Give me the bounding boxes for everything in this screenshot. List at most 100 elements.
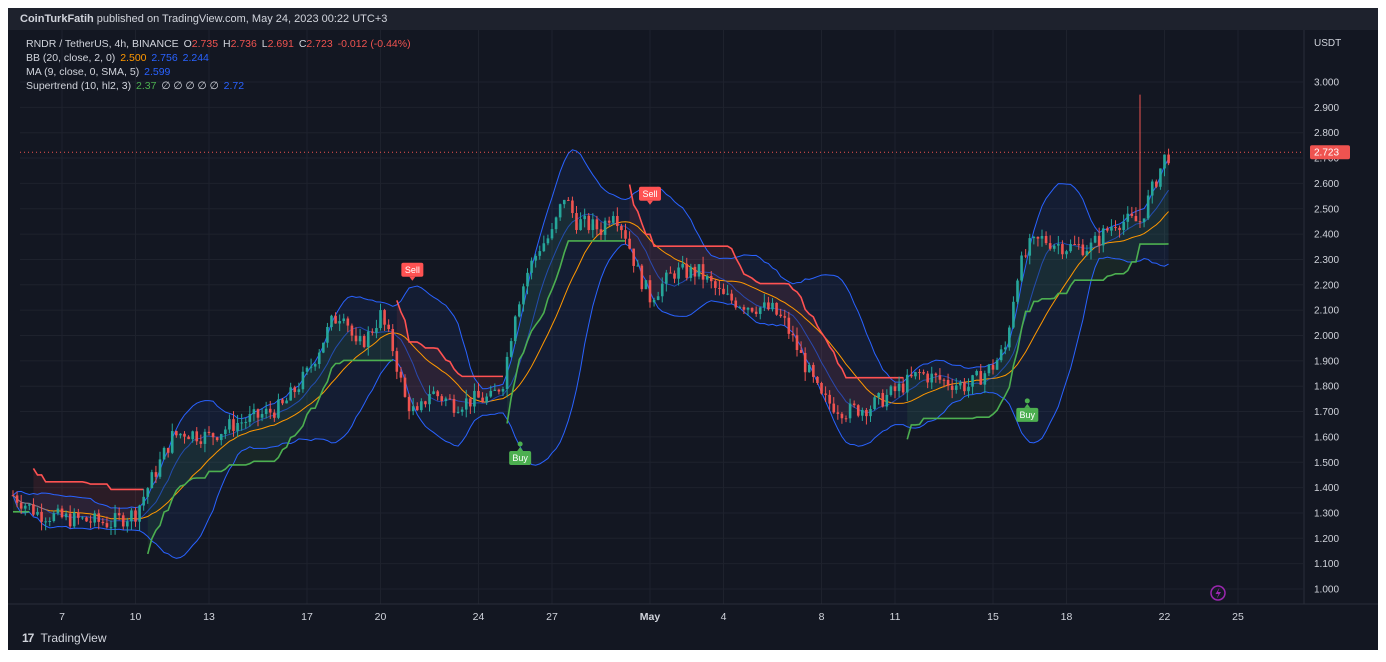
candle-body [326, 326, 329, 343]
candle-body [673, 273, 676, 279]
legend-supertrend-line: Supertrend (10, hl2, 3) 2.37 ∅ ∅ ∅ ∅ ∅ 2… [26, 80, 246, 92]
candle-body [117, 513, 121, 516]
candle-body [493, 389, 497, 391]
candle-body [807, 364, 811, 373]
candle-body [758, 307, 762, 314]
candle-body [681, 263, 684, 268]
price-axis: 3.0002.9002.8002.7002.6002.5002.4002.300… [1303, 30, 1339, 604]
price-tick-label: 2.400 [1314, 230, 1339, 241]
legend-bb-line: BB (20, close, 2, 0) 2.500 2.756 2.244 [26, 52, 211, 64]
candle-body [60, 508, 64, 518]
candle-body [240, 422, 243, 424]
candle-body [738, 307, 742, 309]
candle-body [203, 431, 207, 444]
buy-dot [517, 441, 523, 447]
candle-body [415, 406, 419, 411]
candle-body [121, 515, 125, 527]
lightning-icon[interactable] [1210, 585, 1226, 601]
time-tick-label: 20 [375, 611, 387, 623]
supertrend-up-line [146, 359, 393, 555]
candle-body [264, 408, 268, 414]
candle-body [158, 459, 162, 477]
candle-body [219, 434, 223, 441]
candle-body [305, 367, 309, 372]
supertrend-up-line [906, 243, 1169, 440]
supertrend-fill-area [907, 158, 1169, 440]
high-value: 2.736 [230, 38, 257, 50]
author-name[interactable]: CoinTurkFatih [20, 13, 94, 25]
candle-body [950, 385, 954, 390]
candle-body [889, 386, 893, 395]
candle-body [530, 260, 533, 273]
candle-body [1106, 228, 1109, 231]
candle-body [934, 373, 938, 376]
candle-body [1081, 244, 1085, 256]
candle-body [558, 204, 562, 218]
candle-body [946, 379, 950, 386]
candle-body [1020, 255, 1023, 281]
candle-body [1101, 228, 1105, 246]
candle-body [816, 376, 819, 383]
candle-body [783, 316, 787, 318]
supertrend-down-line [32, 467, 144, 491]
candle-body [1061, 244, 1064, 255]
candle-body [407, 396, 411, 412]
candle-body [211, 433, 215, 438]
bb-lower-line [12, 243, 1169, 559]
candle-body [379, 310, 382, 329]
candle-body [199, 441, 203, 444]
buy-signal: Buy [1016, 398, 1039, 422]
candle-body [1085, 251, 1089, 256]
candle-body [187, 436, 190, 440]
candle-body [330, 315, 333, 327]
price-tick-label: 1.900 [1314, 356, 1339, 367]
candle-body [534, 255, 537, 261]
sell-pointer [647, 200, 653, 205]
candle-body [277, 399, 280, 418]
candle-body [1130, 213, 1134, 216]
candle-body [983, 373, 987, 385]
candle-body [268, 408, 272, 413]
candle-body [485, 396, 488, 403]
candle-body [1110, 226, 1113, 231]
candle-body [72, 512, 76, 527]
supertrend-lines [13, 184, 1169, 555]
candle-body [358, 336, 362, 342]
candle-body [1003, 347, 1007, 350]
candle-body [142, 496, 145, 506]
candle-body [273, 412, 276, 418]
supertrend-up-line [506, 240, 626, 424]
candle-body [607, 220, 611, 223]
candle-body [477, 390, 480, 398]
candle-body [89, 521, 92, 523]
candle-body [881, 393, 885, 407]
buy-label: Buy [1020, 410, 1036, 420]
candle-body [232, 419, 235, 431]
time-tick-label: 11 [890, 611, 901, 623]
candle-body [285, 400, 288, 404]
candle-body [709, 275, 713, 282]
candle-body [705, 275, 709, 280]
candle-body [399, 371, 403, 378]
candle-body [260, 413, 264, 418]
candle-body [362, 336, 366, 348]
candle-body [383, 310, 386, 325]
candle-body [1114, 226, 1117, 228]
candle-body [179, 433, 182, 436]
candle-body [436, 391, 439, 397]
candle-body [175, 431, 178, 436]
candle-body [599, 229, 603, 235]
candle-body [722, 288, 725, 295]
tradingview-logo[interactable]: 17 [22, 631, 34, 645]
candle-body [897, 383, 901, 392]
candle-body [473, 390, 476, 407]
candle-body [754, 311, 758, 314]
candle-body [313, 363, 317, 367]
candle-body [309, 366, 313, 368]
brand-name[interactable]: TradingView [40, 631, 107, 645]
candle-body [64, 513, 68, 518]
candle-body [820, 382, 823, 394]
sell-pointer [409, 276, 416, 281]
open-label: O [183, 38, 192, 50]
